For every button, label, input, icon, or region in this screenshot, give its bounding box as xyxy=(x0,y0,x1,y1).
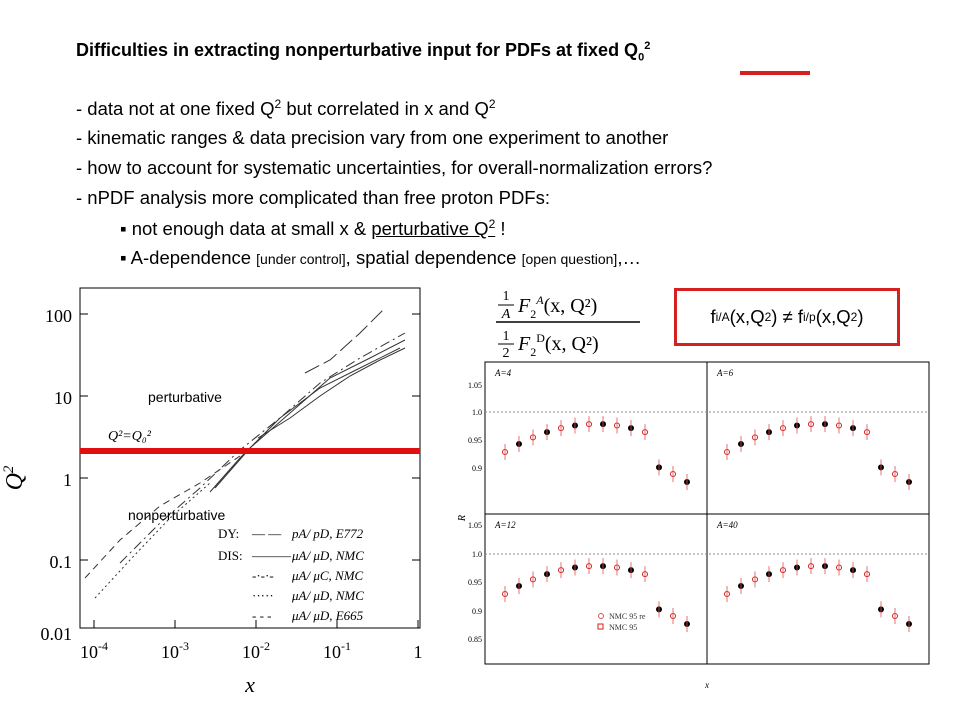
svg-text:μA/ μC, NMC: μA/ μC, NMC xyxy=(291,568,364,583)
ytick-label: 0.01 xyxy=(41,624,73,644)
panel-label: A=12 xyxy=(494,520,516,530)
svg-text:·····: ····· xyxy=(252,588,274,603)
curve-nmc-d2 xyxy=(214,339,406,489)
svg-text:1.0: 1.0 xyxy=(472,408,482,417)
ytick-label: 0.1 xyxy=(50,552,73,572)
panel-label: A=6 xyxy=(716,368,734,378)
bullet-3: - how to account for systematic uncertai… xyxy=(76,157,713,178)
svg-text:1.05: 1.05 xyxy=(468,521,482,530)
right-legend: NMC 95 re NMC 95 xyxy=(597,612,646,632)
svg-text:F2A(x, Q²): F2A(x, Q²) xyxy=(517,293,597,321)
slide-title: Difficulties in extracting nonperturbati… xyxy=(76,40,651,64)
curve-nmc-c xyxy=(119,332,406,564)
curve-nmc-d xyxy=(209,347,401,493)
sub-bullet-1: ▪ not enough data at small x & perturbat… xyxy=(120,217,506,240)
panel-label: A=40 xyxy=(716,520,738,530)
svg-text:NMC 95: NMC 95 xyxy=(609,623,637,632)
svg-text:μA/ μD, E665: μA/ μD, E665 xyxy=(291,608,364,623)
curve-e772 xyxy=(304,307,386,374)
svg-text:μA/ μD, NMC: μA/ μD, NMC xyxy=(291,548,364,563)
plot-frame xyxy=(79,287,421,629)
svg-text:0.95: 0.95 xyxy=(468,436,482,445)
svg-text:NMC 95 re: NMC 95 re xyxy=(609,612,646,621)
sub-bullet-2: ▪ A-dependence [under control], spatial … xyxy=(120,247,641,268)
x-axis-label: x xyxy=(244,672,255,697)
right-y-label: R xyxy=(457,515,468,522)
xtick-label: 10-4 xyxy=(80,639,108,662)
bullet-4: - nPDF analysis more complicated than fr… xyxy=(76,187,550,208)
panel-a4 xyxy=(484,361,708,515)
curve-nmc-d3 xyxy=(257,347,406,439)
svg-text:— —: — — xyxy=(251,526,282,541)
panel-label: A=4 xyxy=(494,368,512,378)
svg-text:μA/ μD, NMC: μA/ μD, NMC xyxy=(291,588,364,603)
ratio-formula: 1 A F2A(x, Q²) 1 2 F2D(x, Q²) xyxy=(496,289,640,360)
svg-text:1.0: 1.0 xyxy=(472,550,482,559)
plot-legend: DY: — — pA/ pD, E772 DIS: ——— μA/ μD, NM… xyxy=(218,526,364,623)
svg-text:F2D(x, Q²): F2D(x, Q²) xyxy=(517,331,599,359)
title-underline xyxy=(740,71,810,75)
svg-text:A: A xyxy=(501,307,511,322)
svg-text:-·-·-: -·-·- xyxy=(252,568,274,583)
bullet-1: - data not at one fixed Q2 but correlate… xyxy=(76,97,496,120)
svg-text:DIS:: DIS: xyxy=(218,548,243,563)
y-axis-label: Q2 xyxy=(1,465,28,490)
right-x-label: x xyxy=(704,680,709,690)
svg-text:———: ——— xyxy=(251,548,292,563)
svg-text:DY:: DY: xyxy=(218,526,239,541)
svg-text:0.9: 0.9 xyxy=(472,464,482,473)
nonperturbative-label: nonperturbative xyxy=(128,507,226,523)
data-points xyxy=(502,416,912,632)
svg-text:pA/ pD, E772: pA/ pD, E772 xyxy=(291,526,364,541)
svg-text:1.05: 1.05 xyxy=(468,381,482,390)
svg-text:- - -: - - - xyxy=(252,608,272,623)
panel-a40 xyxy=(706,513,930,665)
xtick-label: 10-1 xyxy=(323,639,351,662)
data-curves xyxy=(84,307,406,599)
ytick-label: 1 xyxy=(63,470,72,490)
xtick-label: 10-2 xyxy=(242,639,270,662)
xtick-label: 10-3 xyxy=(161,639,189,662)
svg-text:0.9: 0.9 xyxy=(472,607,482,616)
xtick-label: 1 xyxy=(414,642,423,662)
svg-text:0.95: 0.95 xyxy=(468,578,482,587)
svg-text:0.85: 0.85 xyxy=(468,635,482,644)
q0-label: Q²=Q₀² xyxy=(108,429,152,444)
structure-function-ratio-plot: A=4 A=6 A=12 A=40 1.05 1.0 0.95 0.9 1.05… xyxy=(457,361,930,690)
ytick-label: 10 xyxy=(54,388,72,408)
panel-a12 xyxy=(484,513,708,665)
bullet-2: - kinematic ranges & data precision vary… xyxy=(76,127,669,148)
svg-text:1: 1 xyxy=(503,329,510,344)
svg-text:1: 1 xyxy=(503,289,510,304)
pdf-inequality-box: f i/A (x,Q 2) ≠ f i/p (x,Q 2) xyxy=(674,288,900,346)
svg-text:2: 2 xyxy=(503,346,510,360)
curve-nmc-dotted xyxy=(94,482,211,599)
ytick-label: 100 xyxy=(45,306,72,326)
perturbative-label: perturbative xyxy=(148,389,222,405)
panel-a6 xyxy=(706,361,930,515)
q2-vs-x-plot: 100 10 1 0.1 0.01 10-4 10-3 10-2 10-1 1 … xyxy=(1,287,423,697)
